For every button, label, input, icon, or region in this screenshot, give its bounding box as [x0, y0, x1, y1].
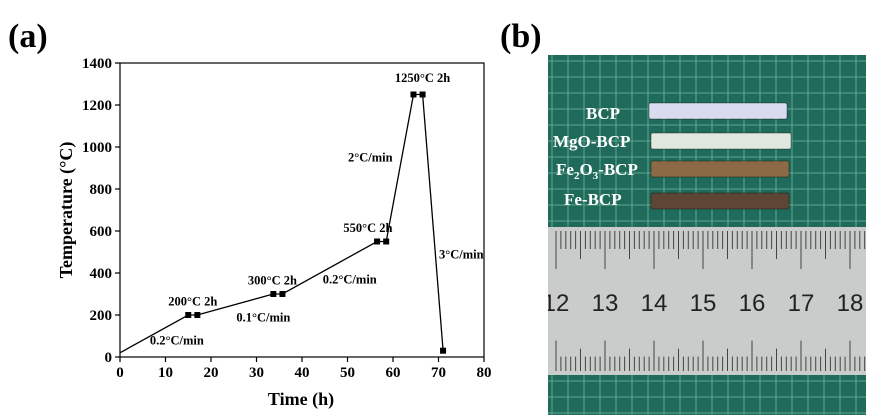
- y-tick-label: 0: [105, 350, 113, 366]
- data-point: [279, 291, 286, 297]
- chart-annotation: 2°C/min: [348, 151, 393, 165]
- data-point: [440, 347, 447, 354]
- x-tick-label: 20: [204, 365, 219, 381]
- chart-annotation: 0.1°C/min: [236, 310, 290, 324]
- y-tick-label: 400: [90, 266, 113, 282]
- chart-annotation: 1250°C 2h: [395, 71, 450, 85]
- sample-bar: [648, 102, 788, 120]
- sample-label-fe2o3-bcp: Fe2O3-BCP: [556, 160, 638, 182]
- fe2o3-part-o: O: [579, 160, 592, 179]
- x-tick-label: 10: [158, 365, 173, 381]
- ruler-number: 15: [690, 290, 717, 317]
- fe2o3-part-bcp: -BCP: [598, 160, 638, 179]
- data-point: [185, 312, 192, 318]
- data-point: [270, 291, 277, 297]
- data-point: [374, 238, 381, 245]
- data-point: [194, 312, 201, 318]
- sample-label-mgo-bcp: MgO-BCP: [553, 132, 630, 151]
- sample-bars: [648, 102, 792, 210]
- y-tick-label: 1000: [82, 140, 112, 156]
- y-tick-label: 1200: [82, 98, 112, 114]
- fe2o3-part-3: 3: [593, 170, 599, 182]
- chart-annotation: 0.2°C/min: [323, 273, 377, 287]
- chart-axes: 0 10 20 30 40 50 60 70 8002004006008001000120014…: [82, 56, 492, 381]
- data-point: [410, 91, 417, 98]
- sample-photo-svg: BCP MgO-BCP Fe2O3-BCP Fe-BCP 12 13 14 15 16 1…: [548, 55, 866, 415]
- chart-annotation: 300°C 2h: [248, 274, 297, 288]
- chart-annotation: 0.2°C/min: [150, 333, 204, 347]
- ruler-number: 16: [739, 290, 766, 317]
- chart-annotation-layer: 200°C 2h 0.2°C/min 300°C 2h 0.1°C/min 550°C …: [150, 71, 484, 347]
- sample-label-fe-bcp: Fe-BCP: [564, 190, 622, 209]
- ruler-number: 18: [837, 290, 864, 317]
- x-tick-label: 0: [116, 365, 124, 381]
- y-tick-label: 200: [90, 308, 113, 324]
- x-tick-label: 80: [477, 365, 492, 381]
- chart-annotation: 200°C 2h: [168, 295, 217, 309]
- ruler-number: 13: [592, 290, 619, 317]
- sample-photo: BCP MgO-BCP Fe2O3-BCP Fe-BCP 12 13 14 15 16 1…: [548, 55, 866, 415]
- ruler-number: 17: [788, 290, 815, 317]
- chart-marker-layer: [185, 91, 447, 354]
- plot-frame: [119, 62, 485, 358]
- y-tick-label: 1400: [82, 56, 112, 72]
- panel-b-label: (b): [500, 18, 542, 55]
- ruler-ticks: [555, 231, 866, 371]
- fe2o3-part-2: 2: [574, 170, 580, 182]
- sample-labels: BCP MgO-BCP Fe2O3-BCP Fe-BCP: [553, 104, 638, 209]
- y-axis-title: Temperature (°C): [56, 142, 77, 279]
- fe2o3-part-fe: Fe: [556, 160, 574, 179]
- ruler: 12 13 14 15 16 17 18: [548, 227, 866, 375]
- ruler-body: [548, 227, 866, 375]
- data-point: [419, 91, 426, 98]
- x-tick-label: 70: [431, 365, 446, 381]
- panel-a-label: (a): [8, 18, 48, 55]
- x-tick-label: 50: [340, 365, 355, 381]
- data-point: [383, 238, 390, 245]
- temperature-series-line: [119, 93, 444, 354]
- y-tick-label: 600: [90, 224, 113, 240]
- x-tick-label: 30: [249, 365, 264, 381]
- chart-line-layer: [119, 93, 444, 354]
- y-tick-label: 800: [90, 182, 113, 198]
- x-tick-label: 40: [295, 365, 310, 381]
- ruler-number: 12: [548, 290, 569, 317]
- sample-label-bcp: BCP: [586, 104, 620, 123]
- temperature-time-chart: 0 10 20 30 40 50 60 70 8002004006008001000120014…: [56, 56, 492, 410]
- ruler-number: 14: [641, 290, 668, 317]
- sample-bar: [650, 160, 790, 178]
- chart-annotation: 550°C 2h: [343, 221, 392, 235]
- ruler-numbers: 12 13 14 15 16 17 18: [548, 290, 863, 317]
- x-tick-label: 60: [386, 365, 401, 381]
- chart-annotation: 3°C/min: [439, 247, 484, 261]
- x-axis-title: Time (h): [268, 389, 334, 410]
- sample-bar: [650, 192, 790, 210]
- sample-bar: [650, 132, 792, 150]
